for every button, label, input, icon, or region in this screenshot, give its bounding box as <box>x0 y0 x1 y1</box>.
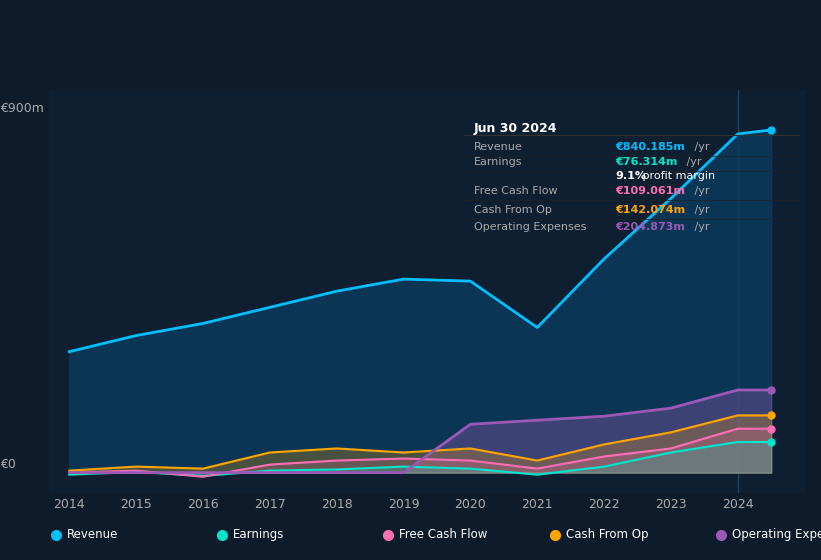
Text: /yr: /yr <box>691 142 709 152</box>
Text: €840.185m: €840.185m <box>616 142 686 152</box>
Text: Earnings: Earnings <box>474 157 522 167</box>
Text: /yr: /yr <box>683 157 701 167</box>
Text: Free Cash Flow: Free Cash Flow <box>474 186 557 197</box>
Text: €142.074m: €142.074m <box>616 206 686 215</box>
Text: /yr: /yr <box>691 206 709 215</box>
Text: Operating Expenses: Operating Expenses <box>474 222 586 232</box>
Text: €0: €0 <box>0 458 16 470</box>
Text: Free Cash Flow: Free Cash Flow <box>399 528 488 542</box>
Text: profit margin: profit margin <box>639 171 715 181</box>
Text: Cash From Op: Cash From Op <box>474 206 552 215</box>
Text: €900m: €900m <box>0 102 44 115</box>
Text: €109.061m: €109.061m <box>616 186 686 197</box>
Text: /yr: /yr <box>691 186 709 197</box>
Text: €76.314m: €76.314m <box>616 157 677 167</box>
Text: /yr: /yr <box>691 222 709 232</box>
Text: Revenue: Revenue <box>67 528 118 542</box>
Text: Jun 30 2024: Jun 30 2024 <box>474 122 557 135</box>
Text: €204.873m: €204.873m <box>616 222 686 232</box>
Text: Earnings: Earnings <box>233 528 285 542</box>
Text: Revenue: Revenue <box>474 142 523 152</box>
Text: Cash From Op: Cash From Op <box>566 528 648 542</box>
Text: 9.1%: 9.1% <box>616 171 646 181</box>
Text: Operating Expenses: Operating Expenses <box>732 528 821 542</box>
